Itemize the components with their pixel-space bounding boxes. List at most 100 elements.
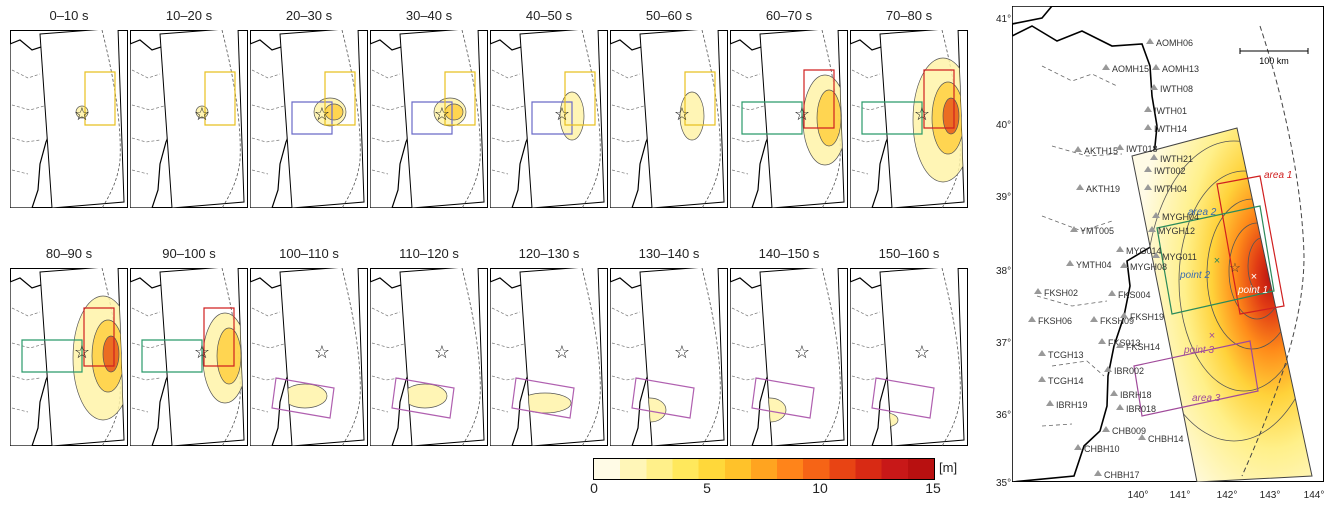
area-box	[83, 307, 115, 367]
area-1-box	[1216, 175, 1285, 315]
area-box	[631, 377, 695, 419]
station-label: AOMH13	[1162, 64, 1199, 74]
epicenter-star-icon: ☆	[554, 104, 570, 124]
latitude-label: 38°	[996, 266, 1012, 277]
snapshot-panel: 0–10 s ☆	[10, 8, 128, 208]
epicenter-star-icon: ☆	[74, 104, 90, 124]
station-label: CHBH17	[1104, 470, 1140, 480]
area-box	[564, 71, 596, 126]
station-label: TCGH14	[1048, 376, 1084, 386]
station-marker	[1144, 124, 1152, 130]
station-marker	[1070, 226, 1078, 232]
snapshot-map: ☆	[130, 30, 248, 208]
station-label: IBR002	[1114, 366, 1144, 376]
area-box	[444, 71, 476, 126]
station-label: CHBH14	[1148, 434, 1184, 444]
station-label: MYGH08	[1130, 262, 1167, 272]
snapshot-title: 120–130 s	[518, 246, 580, 261]
snapshot-panel: 40–50 s ☆	[490, 8, 608, 208]
colorbar-tick-10: 10	[812, 480, 828, 496]
snapshot-map: ☆	[610, 30, 728, 208]
epicenter-star-icon: ☆	[674, 342, 690, 362]
snapshot-title: 20–30 s	[285, 8, 333, 23]
snapshot-panel: 150–160 s ☆	[850, 246, 968, 446]
snapshot-panel: 10–20 s ☆	[130, 8, 248, 208]
prefecture-borders	[1036, 65, 1123, 427]
epicenter-star-icon: ☆	[554, 342, 570, 362]
station-marker	[1076, 184, 1084, 190]
station-marker	[1046, 400, 1054, 406]
area-2-label: area 2	[1188, 207, 1217, 218]
station-label: IWTH04	[1154, 184, 1187, 194]
station-marker	[1090, 316, 1098, 322]
snapshot-title: 110–120 s	[399, 246, 459, 261]
snapshot-panel: 30–40 s ☆	[370, 8, 488, 208]
station-marker	[1144, 166, 1152, 172]
snapshot-title: 150–160 s	[878, 246, 940, 261]
slip-patch	[282, 383, 328, 409]
snapshot-title: 70–80 s	[885, 8, 933, 23]
station-marker	[1120, 262, 1128, 268]
station-label: AOMH15	[1112, 64, 1149, 74]
epicenter-star-icon: ☆	[794, 342, 810, 362]
snapshot-title: 80–90 s	[45, 246, 93, 261]
snapshot-panel: 90–100 s ☆	[130, 246, 248, 446]
snapshot-panel: 120–130 s ☆	[490, 246, 608, 446]
epicenter-star-icon: ☆	[194, 104, 210, 124]
area-2-box	[1156, 205, 1275, 315]
station-marker	[1116, 144, 1124, 150]
latitude-label: 41°	[996, 14, 1012, 25]
station-marker	[1144, 184, 1152, 190]
area-box	[391, 377, 455, 419]
station-marker	[1152, 64, 1160, 70]
station-label: IWTH21	[1160, 154, 1193, 164]
area-box	[84, 71, 116, 126]
snapshot-map: ☆	[730, 30, 848, 208]
snapshot-title: 140–150 s	[758, 246, 820, 261]
area-box	[861, 101, 923, 135]
station-label: MYGH12	[1158, 226, 1195, 236]
overview-map: area 1 area 2 area 3 × point 1 × point 2…	[996, 5, 1324, 501]
snapshot-map: ☆	[850, 30, 968, 208]
station-marker	[1116, 404, 1124, 410]
epicenter-star-icon: ☆	[314, 342, 330, 362]
longitude-label: 141°	[1169, 490, 1191, 501]
snapshot-panel: 20–30 s ☆	[250, 8, 368, 208]
snapshot-panel: 140–150 s ☆	[730, 246, 848, 446]
slip-patch	[402, 383, 448, 409]
overview-map-svg: area 1 area 2 area 3 × point 1 × point 2…	[1011, 5, 1324, 483]
point-2-label: point 2	[1179, 270, 1210, 281]
area-box	[203, 307, 235, 367]
slip-patch	[816, 89, 842, 147]
station-marker	[1150, 154, 1158, 160]
point-3-label: point 3	[1183, 345, 1214, 356]
snapshot-panel: 130–140 s ☆	[610, 246, 728, 446]
station-marker	[1074, 146, 1082, 152]
station-label: YMT005	[1080, 226, 1114, 236]
station-label: IBRH18	[1120, 390, 1152, 400]
station-marker	[1038, 376, 1046, 382]
area-box	[411, 101, 453, 135]
station-marker	[1120, 312, 1128, 318]
snapshot-panel: 70–80 s ☆	[850, 8, 968, 208]
area-box	[803, 69, 835, 129]
snapshot-title: 130–140 s	[638, 246, 700, 261]
slip-patch	[102, 335, 120, 373]
station-marker	[1110, 390, 1118, 396]
station-label: AKTH15	[1084, 146, 1118, 156]
station-label: IBRH19	[1056, 400, 1088, 410]
area-3-label: area 3	[1192, 393, 1221, 404]
station-marker	[1102, 64, 1110, 70]
station-marker	[1152, 252, 1160, 258]
snapshot-title: 30–40 s	[405, 8, 453, 23]
slip-patch	[520, 392, 572, 414]
station-marker	[1108, 290, 1116, 296]
latitude-label: 36°	[996, 410, 1012, 421]
area-box	[271, 377, 335, 419]
latitude-label: 39°	[996, 192, 1012, 203]
trench-line	[1241, 25, 1305, 477]
area-box	[871, 377, 935, 419]
station-label: IBR018	[1126, 404, 1156, 414]
area-box	[291, 101, 333, 135]
